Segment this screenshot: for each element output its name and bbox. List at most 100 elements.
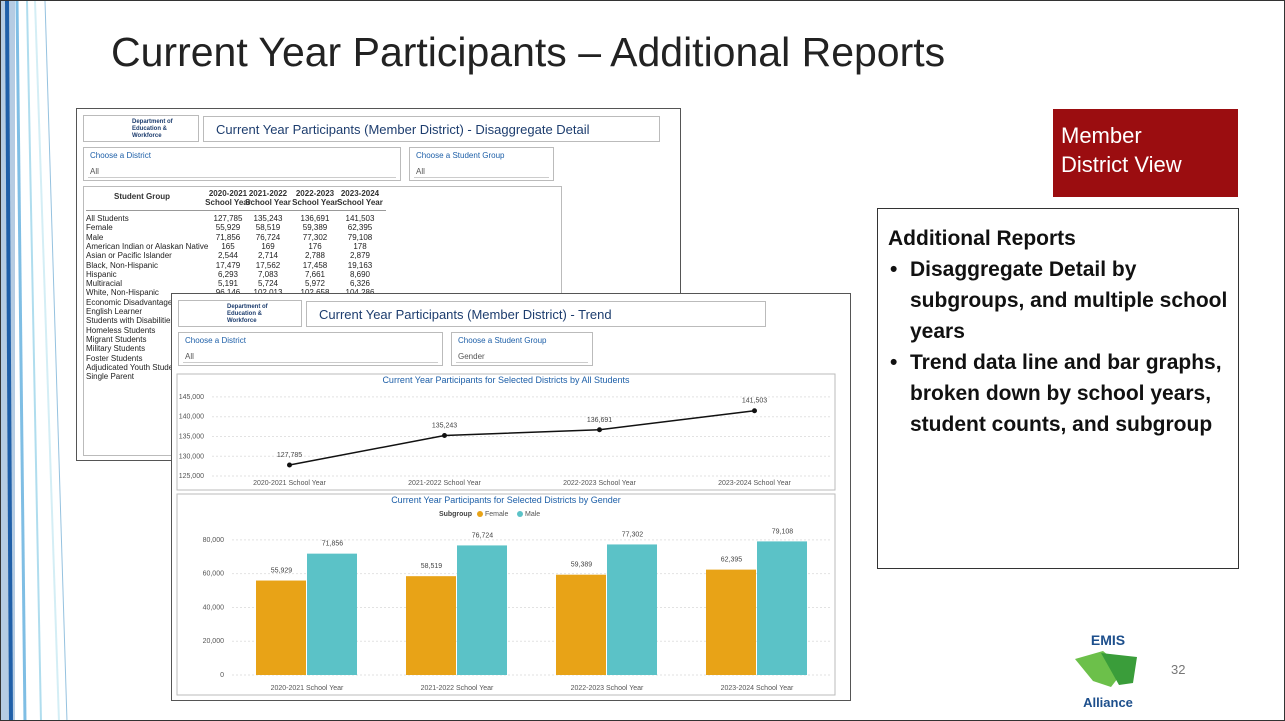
y-tick-label: 60,000 (203, 571, 225, 578)
notes-box: Additional Reports • Disaggregate Detail … (877, 208, 1239, 569)
bar (307, 554, 357, 675)
table-cell: 79,108 (334, 233, 386, 242)
data-label: 76,724 (472, 532, 494, 539)
x-tick-label: 2023-2024 School Year (721, 685, 794, 692)
x-tick-label: 2022-2023 School Year (571, 685, 644, 692)
bullet-dot: • (890, 254, 897, 285)
x-tick-label: 2021-2022 School Year (421, 685, 494, 692)
filter-label: Choose a Student Group (416, 151, 505, 160)
bar (607, 544, 657, 675)
filter-value: All (90, 167, 99, 176)
notes-heading: Additional Reports (888, 223, 1228, 254)
data-label: 127,785 (277, 452, 302, 459)
y-tick-label: 140,000 (179, 414, 204, 421)
data-label: 136,691 (587, 417, 612, 424)
column-header: 2021-2022 School Year (244, 189, 292, 207)
row-label: Multiracial (86, 279, 122, 288)
legend-swatch (517, 511, 523, 517)
row-label: Homeless Students (86, 326, 155, 335)
chart-panel (177, 374, 835, 490)
slide-title: Current Year Participants – Additional R… (111, 29, 945, 76)
row-label: White, Non-Hispanic (86, 288, 159, 297)
data-label: 135,243 (432, 423, 457, 430)
page-number: 32 (1171, 662, 1185, 677)
filter-label: Choose a District (90, 151, 151, 160)
bar (457, 545, 507, 675)
x-tick-label: 2022-2023 School Year (563, 480, 636, 487)
report-title: Current Year Participants (Member Distri… (216, 122, 590, 137)
table-cell: 135,243 (242, 214, 294, 223)
x-tick-label: 2020-2021 School Year (271, 685, 344, 692)
bar (406, 576, 456, 675)
bar (706, 570, 756, 675)
y-tick-label: 0 (220, 672, 224, 679)
data-label: 77,302 (622, 531, 644, 538)
x-tick-label: 2023-2024 School Year (718, 480, 791, 487)
table-cell: 2,879 (334, 251, 386, 260)
table-cell: 5,724 (242, 279, 294, 288)
column-header: 2022-2023 School Year (291, 189, 339, 207)
y-tick-label: 20,000 (203, 638, 225, 645)
bar (556, 575, 606, 675)
row-label: Asian or Pacific Islander (86, 251, 172, 260)
bullet-text: Disaggregate Detail by subgroups, and mu… (910, 254, 1228, 347)
legend-title: Subgroup (439, 511, 472, 518)
filter-value: All (416, 167, 425, 176)
row-label: Economic Disadvantaged (86, 298, 177, 307)
row-label: Male (86, 233, 103, 242)
logo-top: EMIS (1091, 632, 1125, 648)
title-box: Current Year Participants (Member Distri… (203, 116, 660, 142)
row-label: English Learner (86, 307, 142, 316)
table-cell: 76,724 (242, 233, 294, 242)
x-tick-label: 2021-2022 School Year (408, 480, 481, 487)
data-label: 141,503 (742, 398, 767, 405)
column-header: 2023-2024 School Year (336, 189, 384, 207)
y-tick-label: 125,000 (179, 473, 204, 480)
decoration (1, 1, 71, 721)
row-label: Migrant Students (86, 335, 146, 344)
table-cell: 17,562 (242, 261, 294, 270)
data-label: 79,108 (772, 528, 794, 535)
row-label: Single Parent (86, 372, 134, 381)
table-cell: 58,519 (242, 223, 294, 232)
bullet-item: • Trend data line and bar graphs, broken … (888, 347, 1228, 440)
row-label: Adjudicated Youth Student (86, 363, 180, 372)
data-label: 55,929 (271, 568, 293, 575)
row-label: Students with Disabilities (86, 316, 174, 325)
legend-label: Female (485, 511, 508, 518)
x-tick-label: 2020-2021 School Year (253, 480, 326, 487)
row-label: Foster Students (86, 354, 142, 363)
table-cell: 19,163 (334, 261, 386, 270)
logo-text: Department of Education & Workforce (132, 119, 180, 140)
point (442, 433, 447, 438)
table-cell: 62,395 (334, 223, 386, 232)
row-label: Military Students (86, 344, 145, 353)
bar (256, 581, 306, 675)
y-tick-label: 135,000 (179, 433, 204, 440)
y-tick-label: 80,000 (203, 537, 225, 544)
dropdown-line (414, 177, 549, 178)
point (752, 408, 757, 413)
bullet-item: • Disaggregate Detail by subgroups, and m… (888, 254, 1228, 347)
table-cell: 169 (242, 242, 294, 251)
point (597, 427, 602, 432)
row-label: All Students (86, 214, 129, 223)
logo-bottom: Alliance (1083, 695, 1133, 710)
table-cell: 141,503 (334, 214, 386, 223)
bullet-text: Trend data line and bar graphs, broken d… (910, 347, 1228, 440)
data-label: 58,519 (421, 563, 443, 570)
data-label: 71,856 (322, 541, 344, 548)
legend-label: Male (525, 511, 540, 518)
y-tick-label: 40,000 (203, 604, 225, 611)
slide: Current Year Participants – Additional R… (0, 0, 1285, 721)
header-rule (86, 210, 386, 211)
logo-box: Department of Education & Workforce (83, 115, 199, 142)
filter-box: Choose a District All (83, 147, 401, 181)
chart-title: Current Year Participants for Selected D… (391, 495, 621, 505)
legend-swatch (477, 511, 483, 517)
bullet-dot: • (890, 347, 897, 378)
row-label: American Indian or Alaskan Native (86, 242, 208, 251)
emis-logo: EMIS Alliance (1063, 629, 1153, 719)
view-badge: Member District View (1053, 109, 1238, 197)
table-cell: 178 (334, 242, 386, 251)
